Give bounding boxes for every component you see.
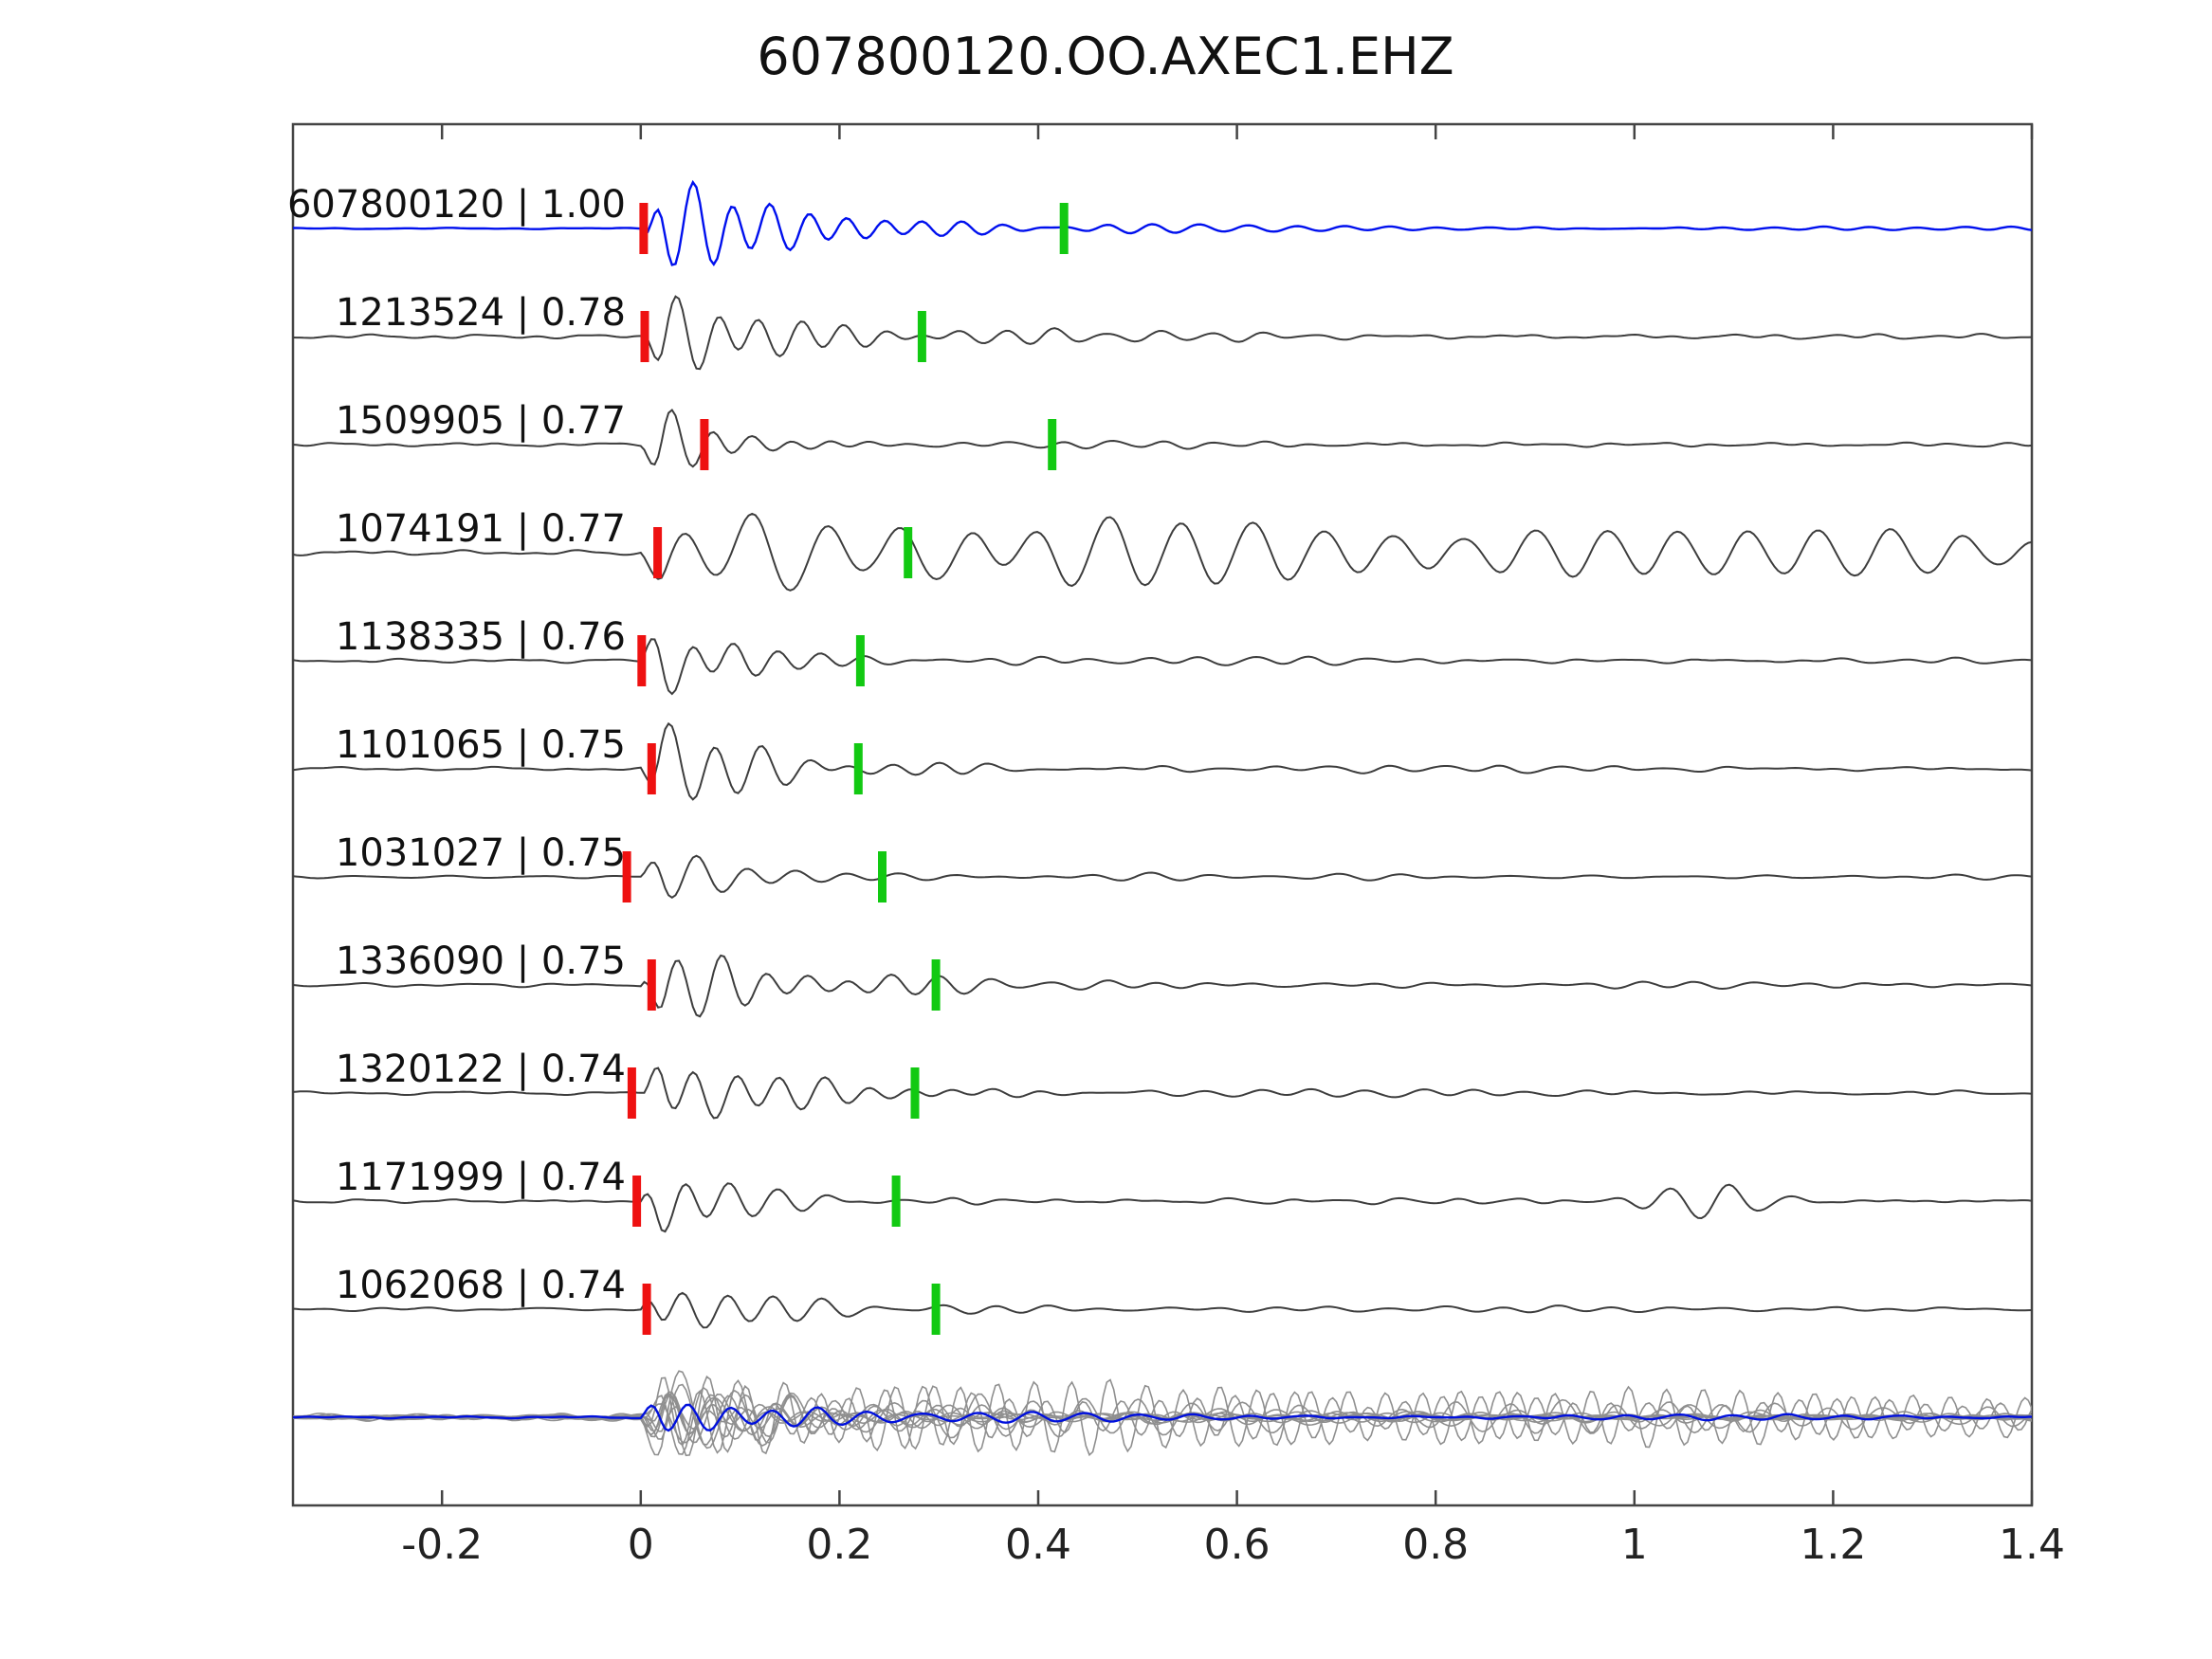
red-pick-marker-1062068 <box>642 1284 651 1335</box>
trace-label-1031027: 1031027 | 0.75 <box>336 831 626 875</box>
trace-line-1101065 <box>293 721 2032 801</box>
trace-label-1336090: 1336090 | 0.75 <box>336 939 626 983</box>
green-pick-marker-1213524 <box>917 311 926 362</box>
trace-line-1138335 <box>293 638 2032 696</box>
pick-markers-group <box>622 203 1069 1335</box>
trace-label-607800120: 607800120 | 1.00 <box>287 183 626 227</box>
trace-line-1213524 <box>293 295 2032 371</box>
trace-label-1320122: 1320122 | 0.74 <box>336 1048 626 1091</box>
x-tick-label: -0.2 <box>401 1521 483 1569</box>
green-pick-marker-607800120 <box>1059 203 1069 254</box>
red-pick-marker-1101065 <box>647 743 656 794</box>
green-pick-marker-1138335 <box>855 635 865 686</box>
green-pick-marker-1031027 <box>878 851 887 902</box>
red-pick-marker-1336090 <box>647 959 656 1011</box>
green-pick-marker-1101065 <box>853 743 863 794</box>
chart-title: 607800120.OO.AXEC1.EHZ <box>757 27 1453 86</box>
red-pick-marker-1320122 <box>627 1067 636 1119</box>
x-tick-label: 0.4 <box>1005 1521 1071 1569</box>
green-pick-marker-1074191 <box>904 527 913 578</box>
green-pick-marker-1062068 <box>931 1284 941 1335</box>
x-tick-label: 1.4 <box>1999 1521 2065 1569</box>
trace-line-1171999 <box>293 1182 2032 1233</box>
plot-frame <box>291 122 2034 1507</box>
trace-lines-group <box>293 179 2032 1457</box>
trace-line-1509905 <box>293 408 2032 468</box>
red-pick-marker-1213524 <box>640 311 649 362</box>
red-pick-marker-1031027 <box>622 851 631 902</box>
trace-line-1062068 <box>293 1291 2032 1329</box>
red-pick-marker-1509905 <box>700 419 709 470</box>
overlay-gray-trace-9 <box>293 1375 2032 1457</box>
x-tick-label: 0.2 <box>806 1521 872 1569</box>
trace-line-607800120 <box>293 179 2032 266</box>
x-tick-label: 1.2 <box>1800 1521 1866 1569</box>
trace-label-1509905: 1509905 | 0.77 <box>336 399 626 443</box>
red-pick-marker-1171999 <box>632 1176 642 1227</box>
red-pick-marker-1074191 <box>653 527 663 578</box>
overlay-reference-trace <box>293 1403 2032 1432</box>
x-tick-label: 0 <box>628 1521 654 1569</box>
red-pick-marker-1138335 <box>637 635 647 686</box>
x-tick-label: 0.6 <box>1204 1521 1271 1569</box>
green-pick-marker-1171999 <box>891 1176 901 1227</box>
green-pick-marker-1320122 <box>910 1067 920 1119</box>
trace-label-1101065: 1101065 | 0.75 <box>336 723 626 767</box>
green-pick-marker-1336090 <box>931 959 941 1011</box>
trace-line-1031027 <box>293 854 2032 900</box>
trace-label-1213524: 1213524 | 0.78 <box>336 291 626 335</box>
red-pick-marker-607800120 <box>639 203 649 254</box>
trace-labels-group: 607800120 | 1.00 1213524 | 0.78 1509905 | … <box>287 183 626 1307</box>
green-pick-marker-1509905 <box>1048 419 1057 470</box>
trace-line-1074191 <box>293 512 2032 592</box>
x-tick-label: 0.8 <box>1402 1521 1469 1569</box>
trace-label-1074191: 1074191 | 0.77 <box>336 507 626 551</box>
trace-line-1320122 <box>293 1066 2032 1120</box>
x-axis-ticks-group: -0.2 0 0.2 0.4 0.6 0.8 1 1.2 1.4 <box>401 124 2065 1569</box>
x-tick-label: 1 <box>1621 1521 1648 1569</box>
trace-label-1171999: 1171999 | 0.74 <box>336 1156 626 1199</box>
trace-line-1336090 <box>293 954 2032 1018</box>
trace-label-1062068: 1062068 | 0.74 <box>336 1264 626 1307</box>
trace-label-1138335: 1138335 | 0.76 <box>336 615 626 659</box>
